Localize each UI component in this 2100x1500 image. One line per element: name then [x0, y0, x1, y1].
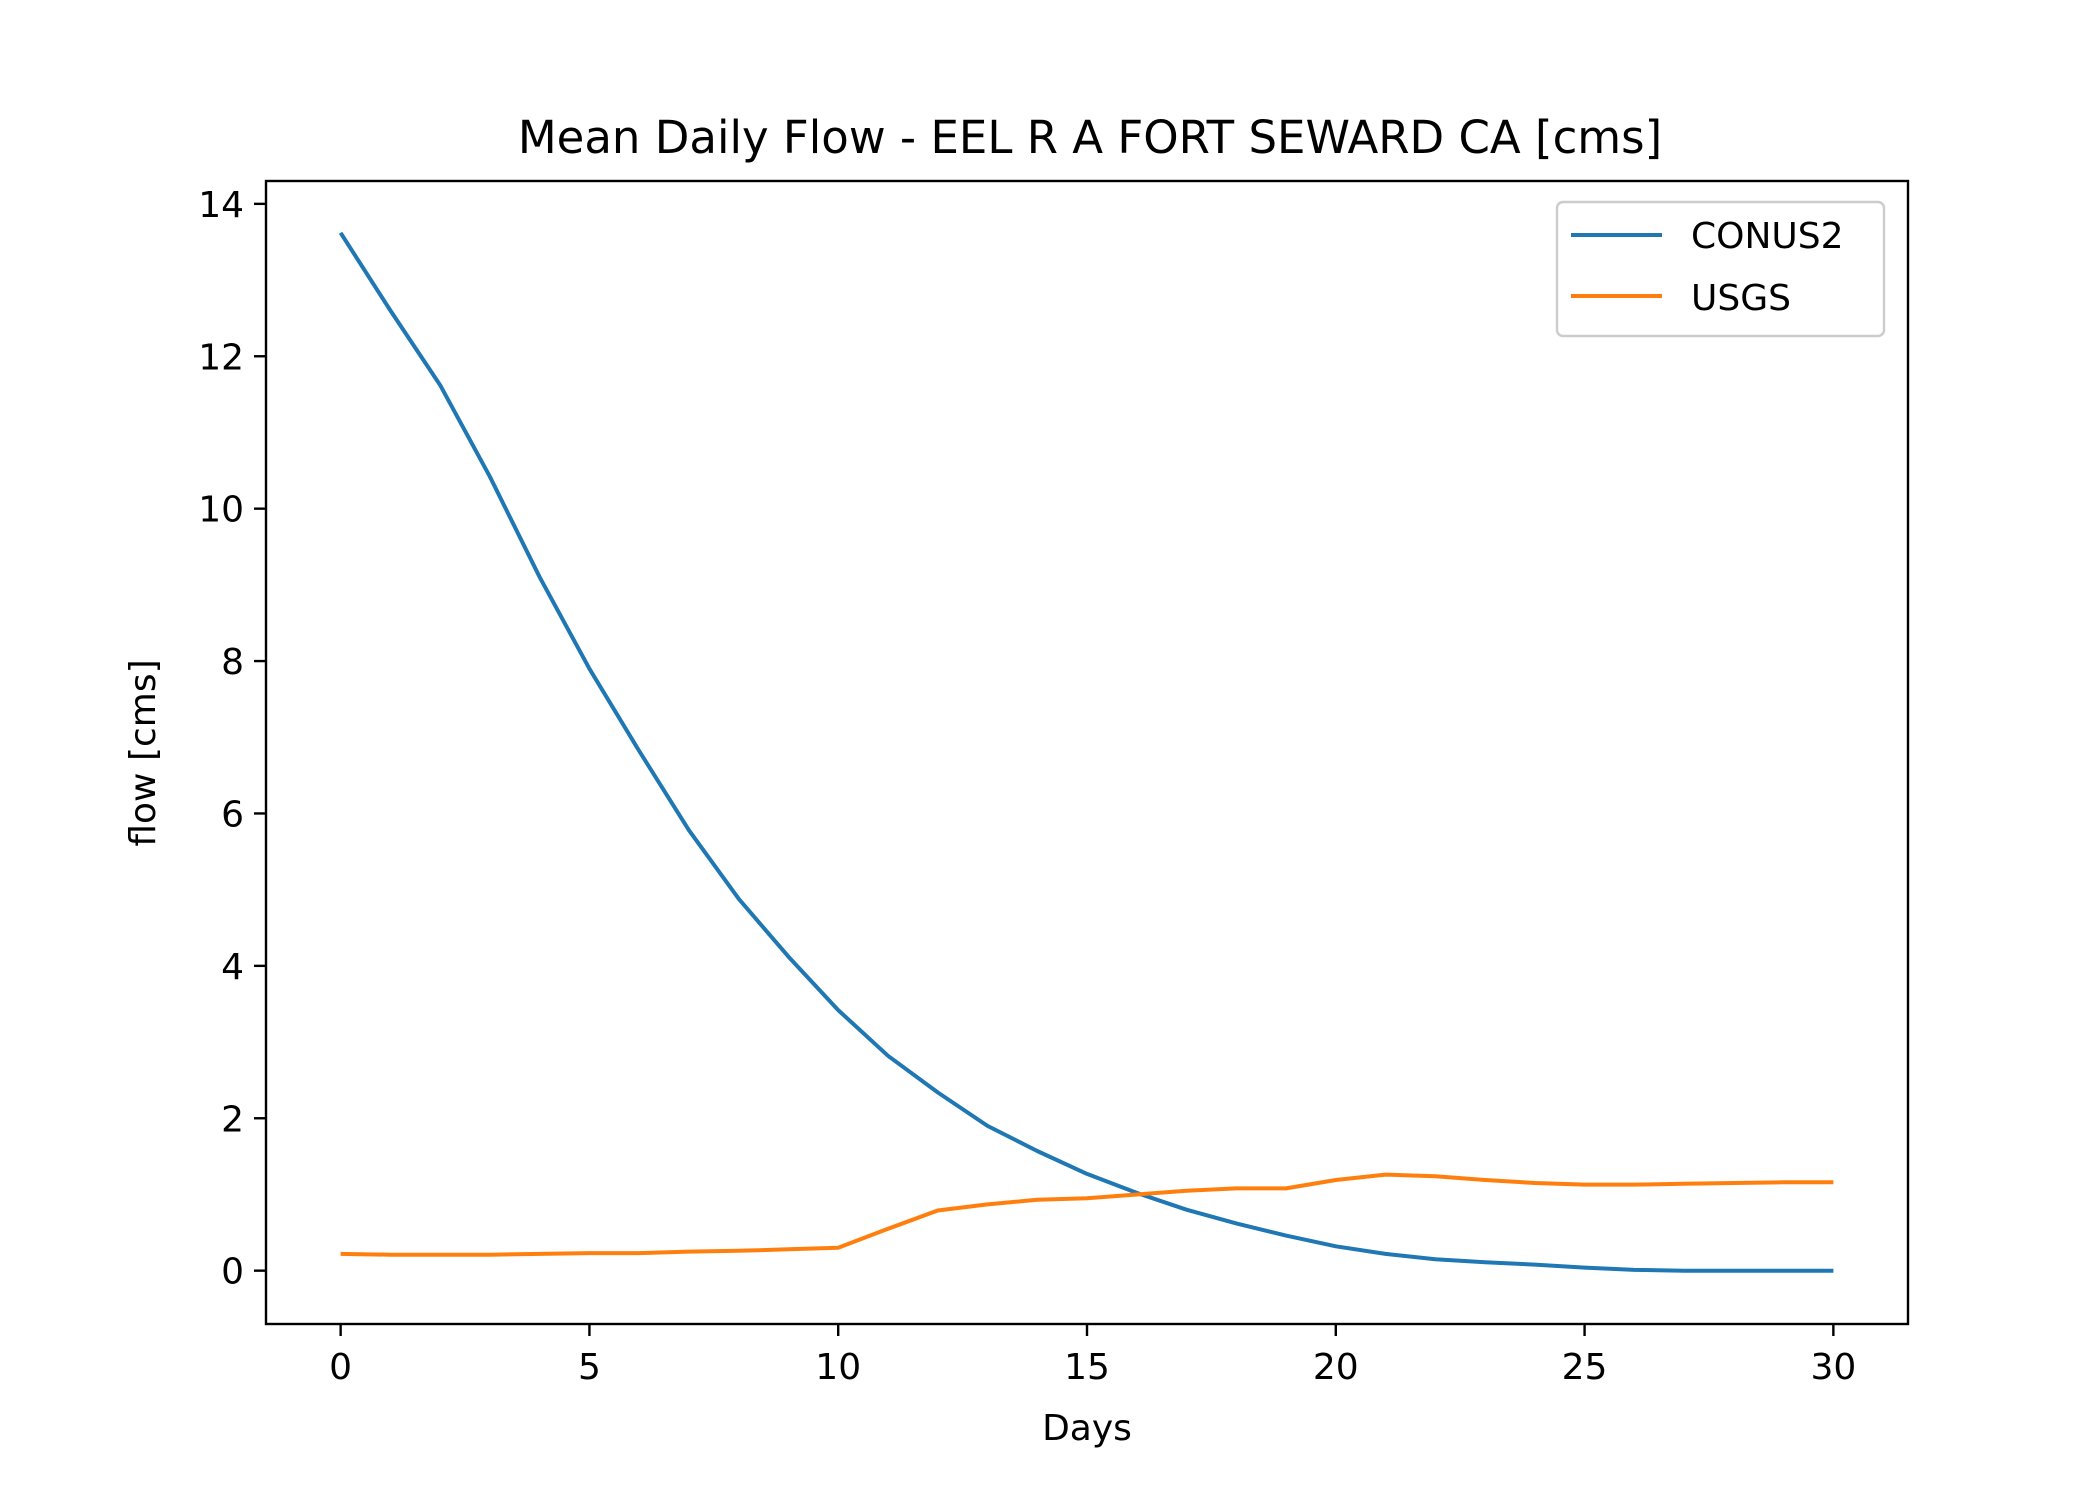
x-tick-label: 15 [1064, 1347, 1110, 1388]
axes-frame [264, 179, 1910, 1326]
y-tick-label: 2 [221, 1099, 244, 1140]
y-tick-label: 10 [198, 490, 244, 531]
x-axis-label: Days [1042, 1408, 1132, 1449]
x-tick-label: 30 [1810, 1347, 1856, 1388]
x-tick-label: 10 [815, 1347, 861, 1388]
legend: CONUS2 USGS [1555, 200, 1886, 338]
x-tick-label: 25 [1562, 1347, 1608, 1388]
chart-title: Mean Daily Flow - EEL R A FORT SEWARD CA… [518, 111, 1662, 164]
y-tick-label: 12 [198, 337, 244, 378]
plot-area [338, 231, 1834, 1273]
y-tick-label: 6 [221, 794, 244, 835]
x-tick-label: 20 [1313, 1347, 1359, 1388]
y-tick-label: 14 [198, 185, 244, 226]
y-tick-label: 8 [221, 642, 244, 683]
y-axis-label: flow [cms] [123, 659, 164, 846]
series-line-conus2 [338, 231, 1834, 1273]
legend-label-conus2: CONUS2 [1691, 216, 1844, 257]
y-tick-label: 0 [221, 1252, 244, 1293]
x-tick-label: 5 [578, 1347, 601, 1388]
legend-label-usgs: USGS [1691, 278, 1791, 319]
y-tick-label: 4 [221, 947, 244, 988]
x-tick-label: 0 [329, 1347, 352, 1388]
y-axis-ticks: 0 2 4 6 8 10 12 14 [198, 185, 266, 1293]
series-line-usgs [340, 1172, 1834, 1257]
x-axis-ticks: 0 5 10 15 20 25 30 [329, 1324, 1856, 1388]
